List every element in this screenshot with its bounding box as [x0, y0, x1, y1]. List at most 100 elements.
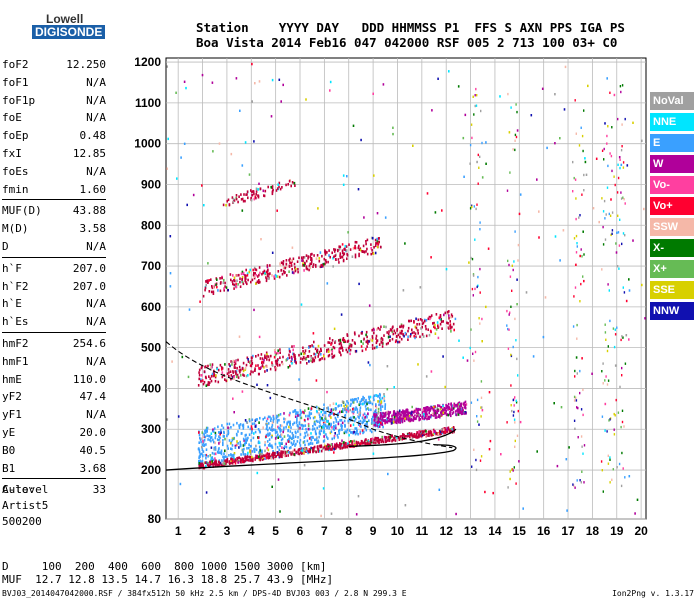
echo-dot — [318, 435, 320, 439]
echo-dot — [425, 432, 428, 436]
echo-dot — [427, 408, 429, 412]
echo-dot — [327, 341, 329, 344]
echo-dot — [244, 279, 246, 282]
echo-dot — [429, 317, 431, 321]
echo-dot — [235, 285, 238, 289]
echo-dot — [405, 413, 407, 417]
echo-dot — [415, 433, 418, 436]
x-tick-label: 12 — [440, 524, 454, 538]
echo-dot — [270, 435, 273, 439]
noise-dot — [581, 357, 583, 360]
echo-dot — [317, 353, 320, 356]
noise-dot — [610, 154, 613, 158]
echo-dot — [258, 445, 261, 449]
echo-dot — [403, 412, 406, 415]
echo-dot — [276, 187, 279, 190]
echo-dot — [276, 451, 279, 454]
echo-dot — [449, 320, 451, 323]
noise-dot — [620, 163, 623, 167]
echo-dot — [365, 333, 367, 337]
echo-dot — [361, 398, 364, 401]
echo-dot — [291, 431, 294, 435]
echo-dot — [341, 251, 344, 255]
noise-dot — [485, 162, 487, 165]
digisonde-logo: Lowell DIGISONDE — [4, 6, 106, 46]
echo-dot — [344, 403, 347, 407]
echo-dot — [357, 423, 360, 426]
echo-dot — [370, 439, 373, 442]
echo-dot — [224, 459, 226, 463]
echo-dot — [285, 450, 288, 454]
echo-dot — [461, 406, 464, 410]
noise-dot — [620, 338, 622, 342]
x-tick-label: 1 — [175, 524, 182, 538]
noise-dot — [623, 291, 626, 294]
echo-dot — [223, 455, 225, 459]
echo-dot — [296, 412, 299, 416]
echo-dot — [328, 341, 331, 344]
echo-dot — [354, 350, 357, 353]
noise-dot — [587, 84, 589, 88]
logo-line2: DIGISONDE — [32, 25, 106, 39]
echo-dot — [226, 457, 229, 461]
echo-dot — [442, 428, 445, 431]
echo-dot — [411, 331, 414, 335]
echo-dot — [372, 441, 375, 444]
echo-dot — [279, 442, 282, 445]
echo-dot — [239, 280, 241, 284]
echo-dot — [350, 402, 352, 406]
echo-dot — [355, 406, 358, 410]
echo-dot — [245, 458, 247, 462]
echo-dot — [314, 347, 317, 351]
echo-dot — [376, 418, 378, 421]
echo-dot — [406, 413, 408, 417]
param-row: C-level 33 — [2, 481, 106, 499]
echo-dot — [219, 440, 221, 444]
noise-dot — [544, 296, 547, 299]
noise-dot — [499, 95, 501, 98]
echo-dot — [224, 462, 227, 466]
noise-dot — [280, 100, 282, 103]
echo-dot — [313, 427, 316, 431]
echo-dot — [399, 414, 402, 417]
echo-dot — [387, 341, 389, 345]
param-row: foF1 N/A — [2, 74, 106, 92]
noise-dot — [616, 191, 619, 194]
echo-dot — [366, 238, 369, 242]
noise-dot — [580, 282, 582, 286]
echo-dot — [323, 411, 326, 414]
echo-dot — [371, 347, 374, 350]
echo-dot — [420, 327, 422, 330]
echo-dot — [208, 383, 210, 386]
echo-dot — [354, 431, 356, 434]
echo-dot — [210, 278, 212, 281]
echo-dot — [442, 320, 444, 323]
echo-dot — [362, 395, 364, 399]
echo-dot — [413, 416, 416, 420]
noise-dot — [478, 317, 480, 320]
echo-dot — [327, 408, 330, 411]
echo-dot — [367, 441, 369, 445]
echo-dot — [387, 416, 390, 420]
echo-dot — [395, 339, 397, 342]
noise-dot — [606, 134, 608, 138]
echo-dot — [241, 461, 243, 464]
echo-dot — [337, 249, 339, 253]
echo-dot — [300, 411, 303, 414]
echo-dot — [443, 408, 446, 411]
echo-dot — [333, 425, 336, 429]
echo-dot — [326, 348, 328, 352]
echo-dot — [414, 336, 416, 340]
echo-dot — [329, 424, 331, 428]
echo-dot — [344, 244, 347, 248]
echo-dot — [290, 355, 293, 359]
noise-dot — [622, 336, 624, 339]
echo-dot — [211, 451, 214, 455]
noise-dot — [628, 338, 630, 341]
echo-dot — [275, 455, 277, 458]
echo-dot — [456, 404, 458, 408]
echo-dot — [259, 458, 262, 462]
echo-dot — [238, 424, 240, 427]
echo-dot — [249, 268, 251, 272]
echo-dot — [452, 411, 455, 414]
